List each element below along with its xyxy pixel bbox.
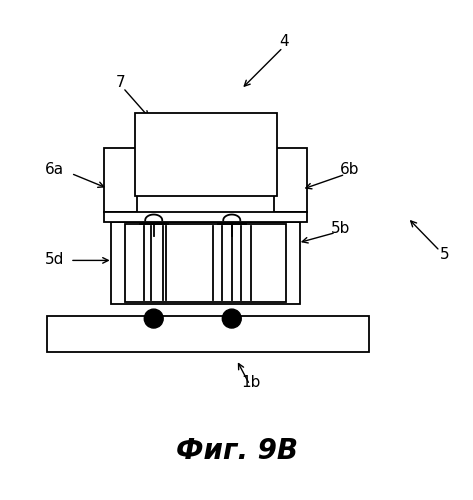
Text: 6b: 6b xyxy=(340,162,360,177)
Text: 6a: 6a xyxy=(45,162,64,177)
Bar xyxy=(104,148,137,212)
Bar xyxy=(111,222,300,304)
Bar xyxy=(274,148,307,212)
Circle shape xyxy=(144,309,163,328)
Bar xyxy=(104,212,307,222)
Bar xyxy=(135,113,277,196)
Circle shape xyxy=(222,309,241,328)
Text: 4: 4 xyxy=(279,34,289,50)
Bar xyxy=(125,224,286,302)
Text: Фиг. 9В: Фиг. 9В xyxy=(175,437,298,465)
Text: 5: 5 xyxy=(440,247,449,262)
Text: 7: 7 xyxy=(116,74,125,90)
Bar xyxy=(47,316,369,352)
Text: 1b: 1b xyxy=(241,375,260,390)
Text: 5b: 5b xyxy=(331,221,350,236)
Text: 5d: 5d xyxy=(45,252,64,267)
